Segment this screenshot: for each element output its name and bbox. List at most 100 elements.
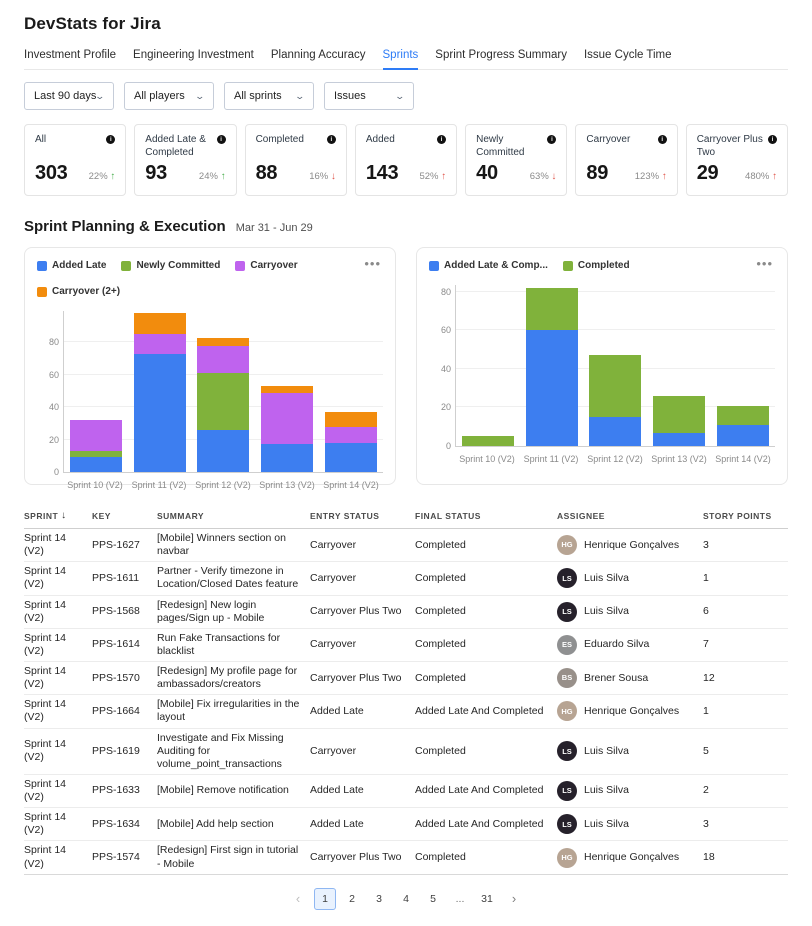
page-button-1[interactable]: 1 [314, 887, 336, 910]
stat-delta: 24% ↑ [198, 171, 226, 182]
tab-investment-profile[interactable]: Investment Profile [24, 49, 117, 61]
table-row[interactable]: Sprint 14 (V2) PPS-1568 [Redesign] New log… [24, 596, 788, 629]
chart-menu-icon[interactable]: ••• [364, 256, 381, 271]
stacked-bar-sprint-13-v2-[interactable] [261, 386, 314, 472]
table-row[interactable]: Sprint 14 (V2) PPS-1634 [Mobile] Add help … [24, 808, 788, 842]
arrow-down-icon: ↓ [551, 171, 557, 182]
table-row[interactable]: Sprint 14 (V2) PPS-1633 [Mobile] Remove no… [24, 775, 788, 809]
bar-segment [261, 392, 314, 445]
cell-key: PPS-1633 [92, 784, 140, 797]
bar-slot [711, 285, 775, 446]
x-axis-label: Sprint 10 (V2) [459, 454, 515, 464]
bar-segment [133, 334, 186, 354]
stacked-bar-sprint-10-v2-[interactable] [69, 420, 122, 472]
x-axis-label: Sprint 12 (V2) [195, 480, 251, 490]
cell-entry-status: Added Late [310, 704, 364, 717]
table-row[interactable]: Sprint 14 (V2) PPS-1664 [Mobile] Fix irreg… [24, 695, 788, 729]
info-icon[interactable]: i [326, 135, 336, 144]
arrow-up-icon: ↑ [661, 171, 667, 182]
table-row[interactable]: Sprint 14 (V2) PPS-1574 [Redesign] First s… [24, 841, 788, 875]
bar-segment [133, 353, 186, 472]
cell-story-points: 3 [703, 538, 709, 551]
page-button-31[interactable]: 31 [481, 892, 493, 905]
stacked-bar-sprint-12-v2-[interactable] [589, 355, 642, 446]
assignee-name: Henrique Gonçalves [584, 538, 680, 551]
tab-issue-cycle-time[interactable]: Issue Cycle Time [583, 49, 672, 61]
page-button-2[interactable]: 2 [349, 892, 355, 905]
sprints-filter[interactable]: All sprints ⌄ [224, 82, 314, 110]
cell-assignee: BS Brener Sousa [557, 665, 703, 691]
stacked-bar-sprint-13-v2-[interactable] [653, 395, 706, 446]
stacked-bar-sprint-12-v2-[interactable] [197, 337, 250, 472]
stacked-bar-sprint-11-v2-[interactable] [525, 287, 578, 446]
table-row[interactable]: Sprint 14 (V2) PPS-1570 [Redesign] My prof… [24, 662, 788, 696]
cell-final-status: Added Late And Completed [415, 704, 544, 717]
cell-assignee: HG Henrique Gonçalves [557, 532, 703, 558]
info-icon[interactable]: i [216, 135, 226, 144]
legend-label: Completed [577, 260, 630, 271]
issues-filter[interactable]: Issues ⌄ [324, 82, 414, 110]
column-header-entry-status[interactable]: Entry Status [310, 504, 415, 528]
y-axis-tick: 80 [48, 337, 59, 348]
info-icon[interactable]: i [437, 135, 447, 144]
stat-label: Newly Committed [476, 134, 525, 158]
column-header-assignee[interactable]: Assignee [557, 504, 703, 528]
page-button-5[interactable]: 5 [430, 892, 436, 905]
cell-story-points: 7 [703, 638, 709, 651]
players-filter-value: All players [134, 90, 185, 102]
y-axis-tick: 20 [48, 434, 59, 445]
cell-entry-status: Carryover Plus Two [310, 850, 402, 863]
bar-slot [128, 311, 192, 472]
cell-final-status: Completed [415, 744, 466, 757]
stacked-bar-sprint-14-v2-[interactable] [717, 405, 770, 446]
y-axis-tick: 0 [445, 441, 451, 451]
stacked-bar-sprint-14-v2-[interactable] [325, 412, 378, 472]
table-row[interactable]: Sprint 14 (V2) PPS-1611 Partner - Verify t… [24, 562, 788, 596]
column-header-key[interactable]: Key [92, 504, 157, 528]
column-header-story-points[interactable]: Story Points [703, 504, 788, 528]
stacked-bar-sprint-10-v2-[interactable] [461, 436, 514, 446]
stat-value: 93 [145, 162, 167, 184]
table-row[interactable]: Sprint 14 (V2) PPS-1627 [Mobile] Winners s… [24, 529, 788, 563]
cell-story-points: 5 [703, 744, 709, 757]
legend-item: Added Late & Comp... [429, 260, 548, 271]
page-button-3[interactable]: 3 [376, 892, 382, 905]
page-button-4[interactable]: 4 [403, 892, 409, 905]
bar-slot [584, 285, 648, 446]
bar-segment [525, 287, 578, 331]
legend-label: Carryover [250, 260, 298, 271]
assignee-name: Henrique Gonçalves [584, 704, 680, 717]
info-icon[interactable]: i [767, 135, 777, 144]
bar-segment [69, 450, 122, 458]
sprints-filter-value: All sprints [234, 90, 282, 102]
stat-label: Carryover [586, 134, 631, 145]
tab-sprints[interactable]: Sprints [382, 46, 419, 70]
next-page-icon[interactable]: › [511, 891, 517, 907]
date-range-filter[interactable]: Last 90 days ⌄ [24, 82, 114, 110]
tab-sprint-progress-summary[interactable]: Sprint Progress Summary [435, 49, 567, 61]
cell-assignee: HG Henrique Gonçalves [557, 845, 703, 871]
chart-menu-icon[interactable]: ••• [756, 256, 773, 271]
prev-page-icon[interactable]: ‹ [295, 891, 301, 907]
players-filter[interactable]: All players ⌄ [124, 82, 214, 110]
bar-segment [653, 395, 706, 433]
cell-key: PPS-1568 [92, 605, 140, 618]
stat-card-carryover-plus-two: Carryover Plus Two i 29 480% ↑ [685, 124, 788, 196]
table-row[interactable]: Sprint 14 (V2) PPS-1614 Run Fake Transacti… [24, 629, 788, 662]
tab-planning-accuracy[interactable]: Planning Accuracy [270, 49, 366, 61]
stacked-bar-sprint-11-v2-[interactable] [133, 313, 186, 472]
bar-slot [520, 285, 584, 446]
y-axis-tick: 40 [440, 363, 451, 374]
table-row[interactable]: Sprint 14 (V2) PPS-1619 Investigate and Fi… [24, 729, 788, 775]
assignee-name: Luis Silva [584, 744, 629, 757]
info-icon[interactable]: i [106, 135, 116, 144]
x-axis-label: Sprint 14 (V2) [715, 454, 771, 464]
column-header-sprint[interactable]: Sprint ↓ [24, 503, 92, 528]
cell-assignee: LS Luis Silva [557, 565, 703, 591]
column-header-final-status[interactable]: Final Status [415, 504, 557, 528]
tab-engineering-investment[interactable]: Engineering Investment [133, 49, 254, 61]
column-header-summary[interactable]: Summary [157, 504, 310, 528]
info-icon[interactable]: i [657, 135, 667, 144]
legend-swatch [429, 260, 439, 271]
info-icon[interactable]: i [547, 135, 557, 144]
